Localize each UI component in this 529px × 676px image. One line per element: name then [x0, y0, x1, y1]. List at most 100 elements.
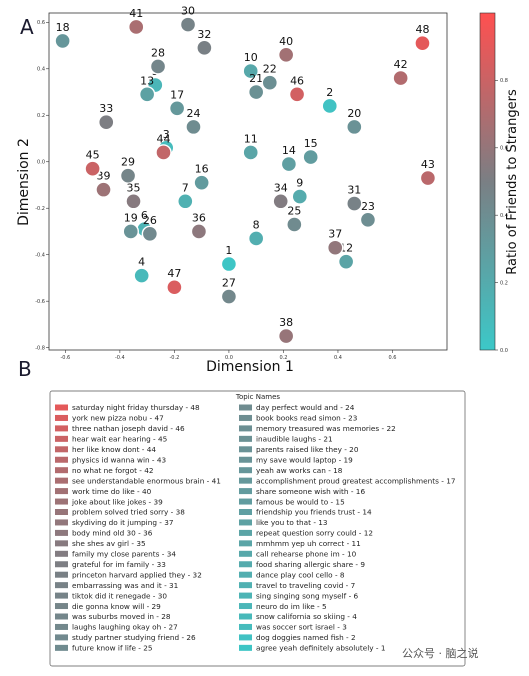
data-point: [179, 16, 197, 33]
data-point: [247, 83, 265, 101]
data-point-label: 16: [195, 163, 209, 176]
legend-swatch: [55, 571, 68, 578]
data-point-label: 11: [244, 132, 258, 145]
data-point-label: 6: [141, 209, 148, 222]
data-point: [141, 225, 159, 242]
legend-swatch: [239, 603, 252, 610]
data-point: [321, 97, 338, 115]
legend-swatch: [55, 477, 68, 484]
legend-swatch: [55, 582, 68, 589]
data-point: [242, 144, 259, 161]
y-tick-label: 0.4: [37, 67, 45, 73]
data-point-label: 13: [140, 74, 154, 87]
legend-swatch: [55, 467, 68, 474]
legend-swatch: [239, 582, 252, 589]
data-point: [337, 253, 355, 270]
legend-swatch: [55, 435, 68, 442]
legend-label: famous be would to - 15: [256, 497, 345, 506]
legend-label: work time do like - 40: [72, 487, 152, 496]
y-tick-label: 0.6: [37, 20, 45, 26]
legend-swatch: [239, 488, 252, 495]
legend-label: was suburbs moved in - 28: [72, 612, 171, 621]
legend-entries: saturday night friday thursday - 48 york …: [55, 403, 456, 653]
data-point-label: 21: [249, 72, 263, 85]
data-point-label: 31: [347, 184, 361, 197]
legend-swatch: [55, 561, 68, 568]
data-point: [193, 174, 210, 191]
legend-swatch: [239, 561, 252, 568]
data-point-label: 17: [170, 88, 184, 101]
legend-label: mmhmm yep uh correct - 11: [256, 539, 361, 548]
legend-swatch: [55, 498, 68, 505]
legend-swatch: [55, 613, 68, 620]
data-point-label: 24: [186, 107, 200, 120]
data-point: [128, 18, 145, 36]
data-point-label: 15: [304, 137, 318, 150]
x-tick-label: 0.6: [389, 355, 397, 361]
y-tick-label: -0.2: [35, 206, 45, 212]
colorbar-tick-label: 0.4: [500, 213, 508, 219]
legend-label: family my close parents - 34: [72, 550, 176, 559]
data-point-label: 42: [394, 58, 408, 71]
colorbar-tick-label: 0.8: [500, 78, 508, 84]
axis-ticks: -0.6 -0.4 -0.2 0.0 0.2 0.4 0.6 0.6 0.4 0.2 0.0 -0.2…: [35, 20, 396, 361]
x-tick-label: -0.6: [60, 355, 70, 361]
data-point: [346, 195, 363, 212]
legend-label: share someone wish with - 16: [256, 487, 365, 496]
data-point: [54, 32, 71, 50]
legend-swatch: [239, 435, 252, 442]
data-point: [291, 188, 308, 205]
legend-label: sing singing song myself - 6: [256, 591, 359, 600]
data-point: [220, 255, 238, 273]
data-point-label: 43: [421, 158, 435, 171]
data-point: [119, 167, 137, 184]
data-point-label: 4: [138, 256, 145, 269]
legend-label: skydiving do it jumping - 37: [72, 518, 174, 527]
data-point: [261, 74, 279, 91]
legend-label: tiktok did it renegade - 30: [72, 591, 167, 600]
legend-label: day perfect would and - 24: [256, 403, 355, 412]
legend-swatch: [55, 623, 68, 630]
data-point: [302, 148, 319, 166]
legend-swatch: [239, 467, 252, 474]
data-point-label: 29: [121, 156, 135, 169]
legend-swatch: [55, 509, 68, 515]
legend-swatch: [239, 498, 252, 505]
legend-swatch: [55, 603, 68, 610]
legend-label: joke about like jokes - 39: [71, 497, 163, 506]
data-point-label: 14: [282, 144, 296, 157]
data-point: [177, 193, 194, 210]
legend-label: three nathan joseph david - 46: [72, 424, 185, 433]
data-point: [288, 86, 306, 103]
legend-swatch: [239, 623, 252, 630]
legend-swatch: [55, 404, 68, 411]
data-point: [220, 288, 238, 305]
legend-swatch: [239, 519, 252, 526]
legend-label: yeah aw works can - 18: [256, 466, 343, 475]
data-point: [122, 223, 139, 240]
legend-label: see understandable enormous brain - 41: [72, 476, 221, 485]
legend-label: princeton harvard applied they - 32: [72, 570, 202, 579]
data-point: [196, 39, 213, 57]
data-point: [166, 279, 183, 296]
data-point-label: 32: [197, 28, 211, 41]
data-point-label: 26: [143, 214, 157, 227]
y-tick-label: -0.6: [35, 299, 45, 305]
legend-label: saturday night friday thursday - 48: [72, 403, 200, 412]
legend-label: friendship you friends trust - 14: [256, 508, 372, 517]
legend-label: like you to that - 13: [256, 518, 328, 527]
y-axis-title: Dimension 2: [16, 138, 32, 226]
x-tick-label: 0.4: [334, 355, 342, 361]
panel-a-label: A: [20, 15, 34, 39]
data-point-label: 8: [253, 218, 260, 231]
legend-swatch: [239, 634, 252, 641]
legend-swatch: [55, 592, 68, 599]
data-point: [419, 169, 437, 187]
data-point-label: 36: [192, 211, 206, 224]
legend-label: accomplishment proud greatest accomplish…: [256, 476, 456, 485]
data-point-label: 22: [263, 63, 277, 76]
legend-swatch: [239, 414, 252, 421]
legend-label: die gonna know will - 29: [72, 602, 161, 611]
data-point-label: 3: [163, 128, 170, 141]
legend-label: travel to traveling covid - 7: [256, 581, 356, 590]
